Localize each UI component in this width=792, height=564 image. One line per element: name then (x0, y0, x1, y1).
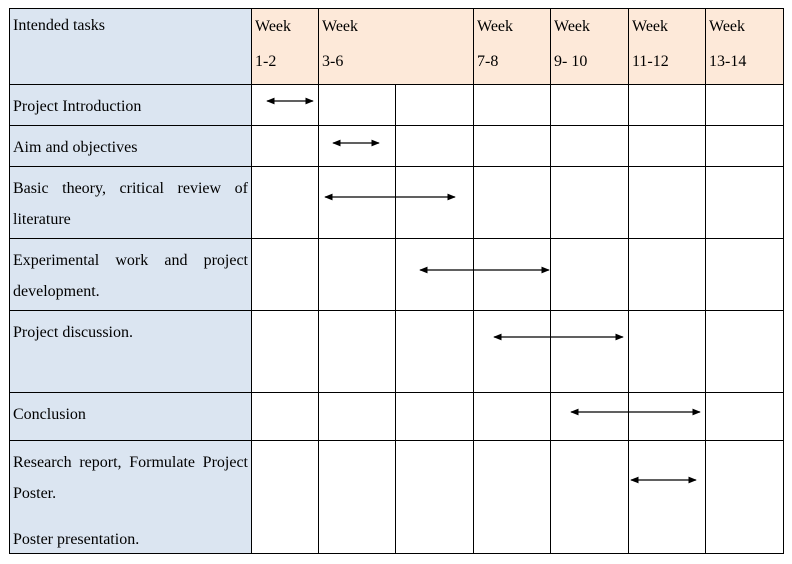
week-range: 13-14 (709, 53, 747, 70)
week-cell (628, 440, 706, 554)
task-text: Experimental work and project developmen… (13, 252, 248, 300)
week-cell (473, 238, 551, 311)
week-cell (705, 440, 784, 554)
task-cell: Project Introduction (9, 84, 252, 126)
task-text: Research report, Formulate Project Poste… (13, 454, 248, 502)
week-cell (705, 310, 784, 393)
week-cell (395, 440, 474, 554)
task-text: Basic theory, critical review of literat… (13, 180, 248, 228)
week-header: Week 9- 10 (550, 8, 629, 85)
task-text: Conclusion (13, 406, 86, 423)
week-cell (705, 238, 784, 311)
week-cell (473, 166, 551, 239)
week-cell (395, 392, 474, 441)
task-text: Aim and objectives (13, 139, 138, 156)
week-range: 1-2 (255, 53, 277, 70)
week-header: Week 11-12 (628, 8, 706, 85)
week-cell (705, 84, 784, 126)
week-cell (395, 310, 474, 393)
task-cell: Research report, Formulate Project Poste… (9, 440, 252, 554)
week-cell (550, 238, 629, 311)
week-cell (705, 166, 784, 239)
week-cell (473, 440, 551, 554)
week-label: Week (477, 18, 514, 35)
week-cell (318, 440, 396, 554)
week-range: 3-6 (322, 53, 344, 70)
week-cell (550, 310, 629, 393)
week-cell (628, 310, 706, 393)
task-text: Poster presentation. (13, 531, 140, 548)
week-label: Week (632, 18, 669, 35)
week-cell (318, 84, 396, 126)
week-cell (251, 440, 319, 554)
week-cell (395, 125, 474, 167)
week-cell (550, 125, 629, 167)
week-cell (628, 166, 706, 239)
week-range: 7-8 (477, 53, 499, 70)
week-label: Week (709, 18, 746, 35)
week-cell (395, 166, 474, 239)
week-cell (318, 238, 396, 311)
task-cell: Experimental work and project developmen… (9, 238, 252, 311)
week-range: 9- 10 (554, 53, 588, 70)
week-cell (251, 310, 319, 393)
week-header: Week 13-14 (705, 8, 784, 85)
week-range: 11-12 (632, 53, 669, 70)
week-header: Week 7-8 (473, 8, 551, 85)
header-cell: Intended tasks (9, 8, 252, 85)
week-cell (395, 238, 474, 311)
task-text: Project discussion. (13, 324, 133, 341)
week-cell (550, 440, 629, 554)
week-cell (705, 125, 784, 167)
week-label: Week (255, 18, 292, 35)
task-text: Project Introduction (13, 98, 142, 115)
week-cell (550, 392, 629, 441)
week-cell (251, 84, 319, 126)
week-label: Week (554, 18, 591, 35)
week-label: Week (322, 18, 359, 35)
task-cell: Basic theory, critical review of literat… (9, 166, 252, 239)
week-cell (251, 166, 319, 239)
week-header: Week 1-2 (251, 8, 319, 85)
